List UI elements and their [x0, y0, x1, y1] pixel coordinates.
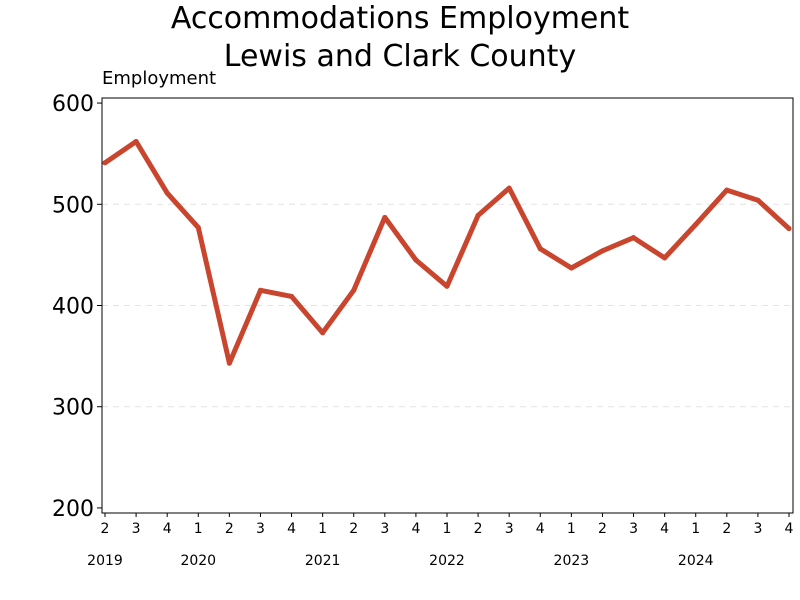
- x-tick-year-2022: 2022: [429, 553, 465, 569]
- x-tick-quarter-10: 4: [411, 521, 420, 537]
- data-point-7: [320, 330, 326, 336]
- data-point-0: [102, 160, 108, 166]
- y-axis-ticks: 200 300 400 500 600: [52, 92, 102, 522]
- x-tick-quarter-2: 4: [163, 521, 172, 537]
- x-tick-quarter-22: 4: [785, 521, 794, 537]
- data-point-8: [351, 287, 357, 293]
- x-tick-quarter-12: 2: [474, 521, 483, 537]
- data-point-6: [289, 293, 295, 299]
- data-point-9: [382, 214, 388, 220]
- data-point-18: [662, 255, 668, 261]
- data-point-2: [164, 190, 170, 196]
- x-tick-quarter-6: 4: [287, 521, 296, 537]
- data-point-3: [195, 225, 201, 231]
- x-tick-quarter-17: 3: [629, 521, 638, 537]
- y-tick-label-200: 200: [52, 497, 94, 522]
- x-tick-quarter-0: 2: [101, 521, 110, 537]
- x-tick-year-2023: 2023: [554, 553, 590, 569]
- x-tick-quarter-14: 4: [536, 521, 545, 537]
- y-axis-label: Employment: [102, 68, 217, 89]
- x-tick-quarter-13: 3: [505, 521, 514, 537]
- x-tick-year-2021: 2021: [305, 553, 341, 569]
- x-tick-year-2020: 2020: [180, 553, 216, 569]
- x-tick-quarter-8: 2: [349, 521, 358, 537]
- data-point-11: [444, 283, 450, 289]
- data-point-4: [226, 360, 232, 366]
- y-tick-label-300: 300: [52, 396, 94, 421]
- data-point-22: [786, 226, 792, 232]
- x-tick-quarter-15: 1: [567, 521, 576, 537]
- y-tick-label-400: 400: [52, 295, 94, 320]
- y-tick-label-500: 500: [52, 193, 94, 218]
- chart-title-line-2: Lewis and Clark County: [223, 39, 577, 74]
- x-tick-quarter-18: 4: [660, 521, 669, 537]
- data-point-10: [413, 257, 419, 263]
- y-tick-label-600: 600: [52, 92, 94, 117]
- data-point-15: [568, 265, 574, 271]
- data-point-21: [755, 197, 761, 203]
- x-tick-quarter-16: 2: [598, 521, 607, 537]
- data-point-17: [631, 235, 637, 241]
- x-tick-quarter-4: 2: [225, 521, 234, 537]
- x-tick-quarter-21: 3: [753, 521, 762, 537]
- data-point-12: [475, 212, 481, 218]
- x-tick-quarter-11: 1: [443, 521, 452, 537]
- data-point-19: [693, 222, 699, 228]
- x-tick-quarter-9: 3: [380, 521, 389, 537]
- data-point-16: [599, 248, 605, 254]
- data-point-14: [537, 246, 543, 252]
- data-point-20: [724, 187, 730, 193]
- x-tick-year-2019: 2019: [87, 553, 123, 569]
- x-tick-quarter-5: 3: [256, 521, 265, 537]
- x-tick-quarter-19: 1: [691, 521, 700, 537]
- x-tick-year-2024: 2024: [678, 553, 714, 569]
- x-tick-quarter-1: 3: [132, 521, 141, 537]
- x-axis-ticks: 2 2019 3 4 1 2020 2 3 4 1 2021 2 3 4 1 2022 2 3 4 1 2023 2 3 4 1…: [87, 513, 794, 569]
- x-tick-quarter-3: 1: [194, 521, 203, 537]
- series-line-employment: [102, 139, 792, 366]
- data-point-13: [506, 185, 512, 191]
- chart-title-line-1: Accommodations Employment: [170, 1, 630, 36]
- x-tick-quarter-7: 1: [318, 521, 327, 537]
- x-tick-quarter-20: 2: [722, 521, 731, 537]
- data-point-1: [133, 139, 139, 145]
- series-points: [102, 139, 792, 366]
- data-point-5: [257, 287, 263, 293]
